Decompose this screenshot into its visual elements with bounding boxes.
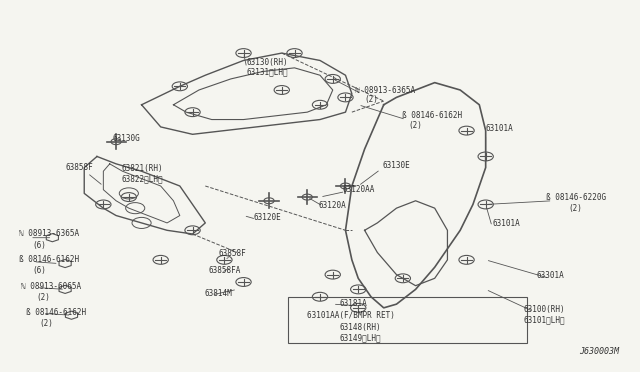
- Text: ℕ 08913-6365A: ℕ 08913-6365A: [19, 230, 79, 238]
- Text: 63101AA(F/BMPR RET): 63101AA(F/BMPR RET): [307, 311, 395, 320]
- Text: (2): (2): [568, 203, 582, 213]
- Text: ℕ 08913-6065A: ℕ 08913-6065A: [20, 282, 81, 291]
- Text: 63148(RH): 63148(RH): [339, 323, 381, 331]
- Text: 63130(RH): 63130(RH): [246, 58, 289, 67]
- Text: ß 08146-6162H: ß 08146-6162H: [26, 308, 86, 317]
- Text: 63301A: 63301A: [537, 271, 564, 280]
- Text: 63120A: 63120A: [319, 201, 346, 210]
- Text: 63858F: 63858F: [65, 163, 93, 172]
- Text: 63814M: 63814M: [204, 289, 232, 298]
- Text: 63101〈LH〉: 63101〈LH〉: [524, 315, 566, 324]
- Text: ℕ 08913-6365A: ℕ 08913-6365A: [355, 86, 415, 94]
- Text: ß 08146-6162H: ß 08146-6162H: [19, 255, 79, 264]
- Text: 63181A: 63181A: [339, 299, 367, 308]
- Text: (2): (2): [36, 293, 51, 302]
- Text: 63149〈LH〉: 63149〈LH〉: [339, 333, 381, 342]
- Text: 63101A: 63101A: [486, 124, 513, 133]
- Text: ß 08146-6162H: ß 08146-6162H: [401, 111, 461, 121]
- Text: 63858F: 63858F: [218, 249, 246, 258]
- Text: 63821(RH): 63821(RH): [121, 164, 163, 173]
- Text: ß 08146-6220G: ß 08146-6220G: [546, 193, 606, 202]
- Text: (6): (6): [32, 266, 46, 275]
- Text: 63822〈LH〉: 63822〈LH〉: [121, 174, 163, 183]
- Text: 63858FA: 63858FA: [209, 266, 241, 275]
- Text: 63100(RH): 63100(RH): [524, 305, 566, 314]
- Text: (2): (2): [408, 121, 422, 129]
- Text: 63131〈LH〉: 63131〈LH〉: [246, 67, 289, 76]
- Text: 63101A: 63101A: [492, 219, 520, 228]
- Text: (2): (2): [365, 95, 378, 104]
- Text: (6): (6): [32, 241, 46, 250]
- Text: 63120E: 63120E: [253, 213, 281, 222]
- Text: 63130E: 63130E: [383, 161, 410, 170]
- Text: (2): (2): [40, 319, 54, 328]
- Text: J630003M: J630003M: [579, 347, 620, 356]
- Text: 63130G: 63130G: [113, 134, 141, 143]
- Text: 63120AA: 63120AA: [342, 185, 374, 194]
